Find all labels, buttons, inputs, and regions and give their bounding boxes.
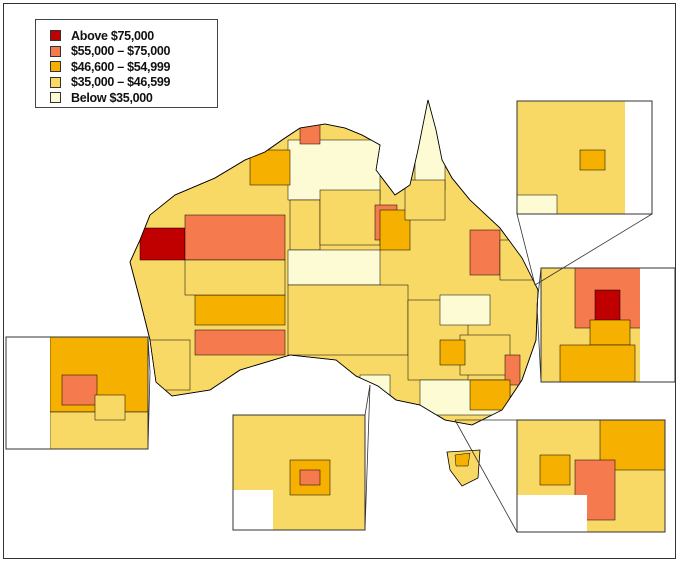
map-region — [194, 294, 286, 326]
map-region — [139, 227, 186, 261]
coastline — [129, 99, 539, 426]
legend-label: Below $35,000 — [71, 90, 153, 105]
map-region — [61, 374, 98, 406]
inset-frame — [5, 336, 149, 450]
legend-label: $35,000 – $46,599 — [71, 75, 171, 90]
inset-map-melbourne — [516, 419, 666, 533]
map-region — [404, 179, 446, 221]
inset-frame — [232, 414, 366, 531]
map-region — [184, 259, 286, 296]
legend-label: $55,000 – $75,000 — [71, 44, 171, 59]
map-region — [469, 379, 511, 411]
map-region — [194, 329, 286, 356]
map-region — [94, 394, 126, 421]
map-region — [319, 189, 381, 246]
inset-water — [233, 490, 273, 530]
inset-frame — [540, 267, 676, 383]
inset-frame — [516, 100, 653, 215]
inset-water — [640, 268, 675, 382]
map-region — [439, 339, 466, 366]
map-region — [559, 344, 636, 383]
map-region — [504, 354, 521, 386]
legend-item-35000-46599: $35,000 – $46,599 — [50, 75, 217, 91]
legend-item-below-35000: Below $35,000 — [50, 90, 217, 106]
map-region — [299, 469, 321, 486]
legend-swatch — [50, 92, 61, 104]
map-region — [589, 319, 631, 346]
map-region — [287, 284, 409, 356]
inset-leader-line — [534, 213, 653, 286]
inset-leader-line — [454, 419, 518, 533]
map-region — [459, 334, 511, 376]
legend-swatch — [50, 76, 61, 88]
legend-label: $46,600 – $54,999 — [71, 59, 171, 74]
map-region — [579, 149, 606, 171]
map-region — [516, 194, 558, 215]
map-region — [439, 294, 491, 326]
map-region — [469, 229, 501, 276]
inset-map-adelaide — [232, 414, 366, 531]
legend-item-46600-54999: $46,600 – $54,999 — [50, 59, 217, 75]
inset-leader-line — [536, 267, 542, 306]
legend-swatch — [50, 61, 61, 73]
inset-leader-line — [536, 304, 542, 383]
map-region — [249, 149, 291, 186]
inset-map-perth — [5, 336, 149, 450]
map-region — [454, 452, 471, 467]
inset-map-brisbane — [516, 100, 653, 215]
map-region — [299, 123, 321, 145]
legend-label: Above $75,000 — [71, 28, 154, 43]
inset-water — [517, 495, 587, 532]
map-region — [149, 339, 191, 391]
legend-item-above-75000: Above $75,000 — [50, 28, 217, 44]
legend: Above $75,000 $55,000 – $75,000 $46,600 … — [35, 19, 218, 108]
map-region — [289, 199, 321, 251]
inset-leader-line — [364, 384, 371, 531]
map-region — [414, 100, 446, 191]
inset-map-sydney — [540, 267, 676, 383]
map-region — [287, 249, 381, 286]
legend-swatch — [50, 45, 61, 57]
inset-leader-line — [364, 384, 371, 416]
legend-swatch — [50, 30, 61, 42]
inset-water — [6, 337, 50, 449]
inset-frame — [516, 419, 666, 533]
map-region — [184, 214, 286, 261]
inset-water — [625, 101, 652, 214]
legend-item-55000-75000: $55,000 – $75,000 — [50, 44, 217, 60]
map-region — [539, 454, 571, 486]
inset-leader-line — [516, 213, 536, 286]
